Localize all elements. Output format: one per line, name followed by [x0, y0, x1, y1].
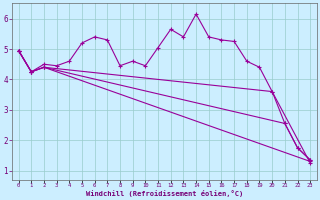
X-axis label: Windchill (Refroidissement éolien,°C): Windchill (Refroidissement éolien,°C) — [86, 190, 243, 197]
